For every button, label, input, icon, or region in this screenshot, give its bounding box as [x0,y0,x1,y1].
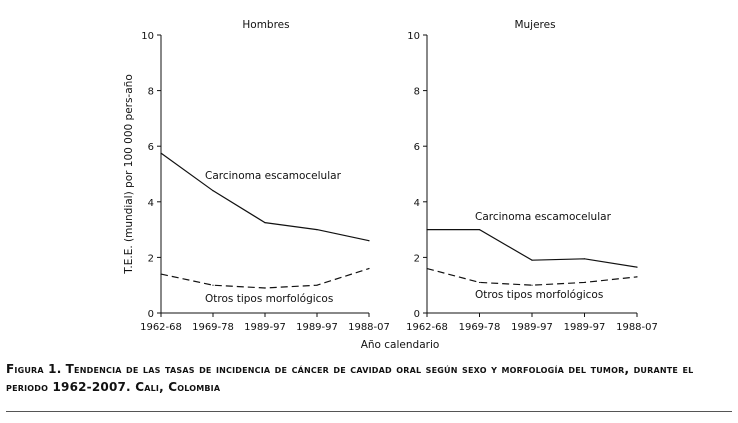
panel-1-series-1-point [316,229,318,231]
panel-2-y-tick-label: 10 [407,31,420,42]
panel-2-series-2-point [478,281,481,284]
panel-2-series-1-line [427,229,638,268]
y-axis-title: T.E.E. (mundial) por 100 000 pers-año [123,74,135,275]
panel-2-x-tick-label: 1989-97 [564,322,606,333]
panel-2-series-1-point [583,258,586,260]
panel-1-x-tick-label: 1969-78 [192,322,234,333]
panel-1-series-1-label: Carcinoma escamocelular [205,170,342,182]
panel-2-series-1-point [531,259,533,261]
panel-1-title: Hombres [242,19,289,31]
panel-1-y-tick-label: 10 [141,31,154,42]
panel-2-series-2-point [636,276,638,278]
panel-2-y-tick-label: 2 [414,253,420,264]
panel-2-series-2-label: Otros tipos morfológicos [475,289,603,301]
panel-2-series-2-line [426,267,638,286]
panel-2-x-tick-label: 1989-97 [511,322,553,333]
panel-2-series-2-point [583,281,586,284]
panel-2-x-tick-label: 1969-78 [459,322,501,333]
panel-2-series-1-point [478,229,481,231]
panel-2-series-2-point [531,284,533,286]
panel-1-y-tick-label: 0 [148,309,154,320]
panel-2-series-1-point [426,229,428,231]
panel-2-series-1-point [636,266,638,268]
panel-1-series-2-point [264,287,266,289]
panel-1-series-2-point [316,284,318,286]
panel-2-title: Mujeres [514,19,555,31]
caption-text: Tendencia de las tasas de incidencia de … [6,362,694,394]
caption-lead: Figura 1. [6,362,62,376]
panel-1-y-tick-label: 6 [148,142,154,153]
panel-1-y-tick-label: 8 [148,87,154,98]
panel-1-series-1-point [160,152,162,154]
panel-1-series-2-point [160,273,162,275]
panel-2-y-tick-label: 8 [414,87,420,98]
panel-1-y-tick-label: 4 [148,198,154,209]
panel-1-series-1-point [264,222,266,224]
panel-1-x-tick-label: 1989-97 [244,322,286,333]
panel-2-y-tick-label: 6 [414,142,420,153]
panel-2-x-tick-label: 1988-07 [616,322,658,333]
panel-2-series-2-point [426,267,428,270]
panel-1-x-tick-label: 1988-07 [348,322,390,333]
panel-1-series-2-point [212,284,214,286]
panel-2-y-tick-label: 4 [414,198,420,209]
panel-1-series-1-point [368,240,370,242]
panel-1-series-1-line [160,152,370,242]
figure-chart: Hombres 0 2 4 6 8 10 1962-68 1969-78 1989-97 1989-… [123,19,658,350]
panel-2-series-1-label: Carcinoma escamocelular [475,211,612,223]
panel-1-series-1-point [212,190,214,192]
panel-1-series-2-point [368,267,370,270]
x-axis-title: Año calendario [361,339,440,350]
panel-1-series-2-label: Otros tipos morfológicos [205,293,333,305]
panel-2-y-tick-label: 0 [414,309,420,320]
panel-1-x-tick-label: 1962-68 [140,322,182,333]
panel-1-y-tick-label: 2 [148,253,154,264]
caption-rule [6,411,732,412]
panel-1-series-2-line [160,267,370,289]
panel-1-x-tick-label: 1989-97 [296,322,338,333]
figure-caption: Figura 1. Tendencia de las tasas de inci… [6,360,730,396]
panel-2-x-tick-label: 1962-68 [406,322,448,333]
